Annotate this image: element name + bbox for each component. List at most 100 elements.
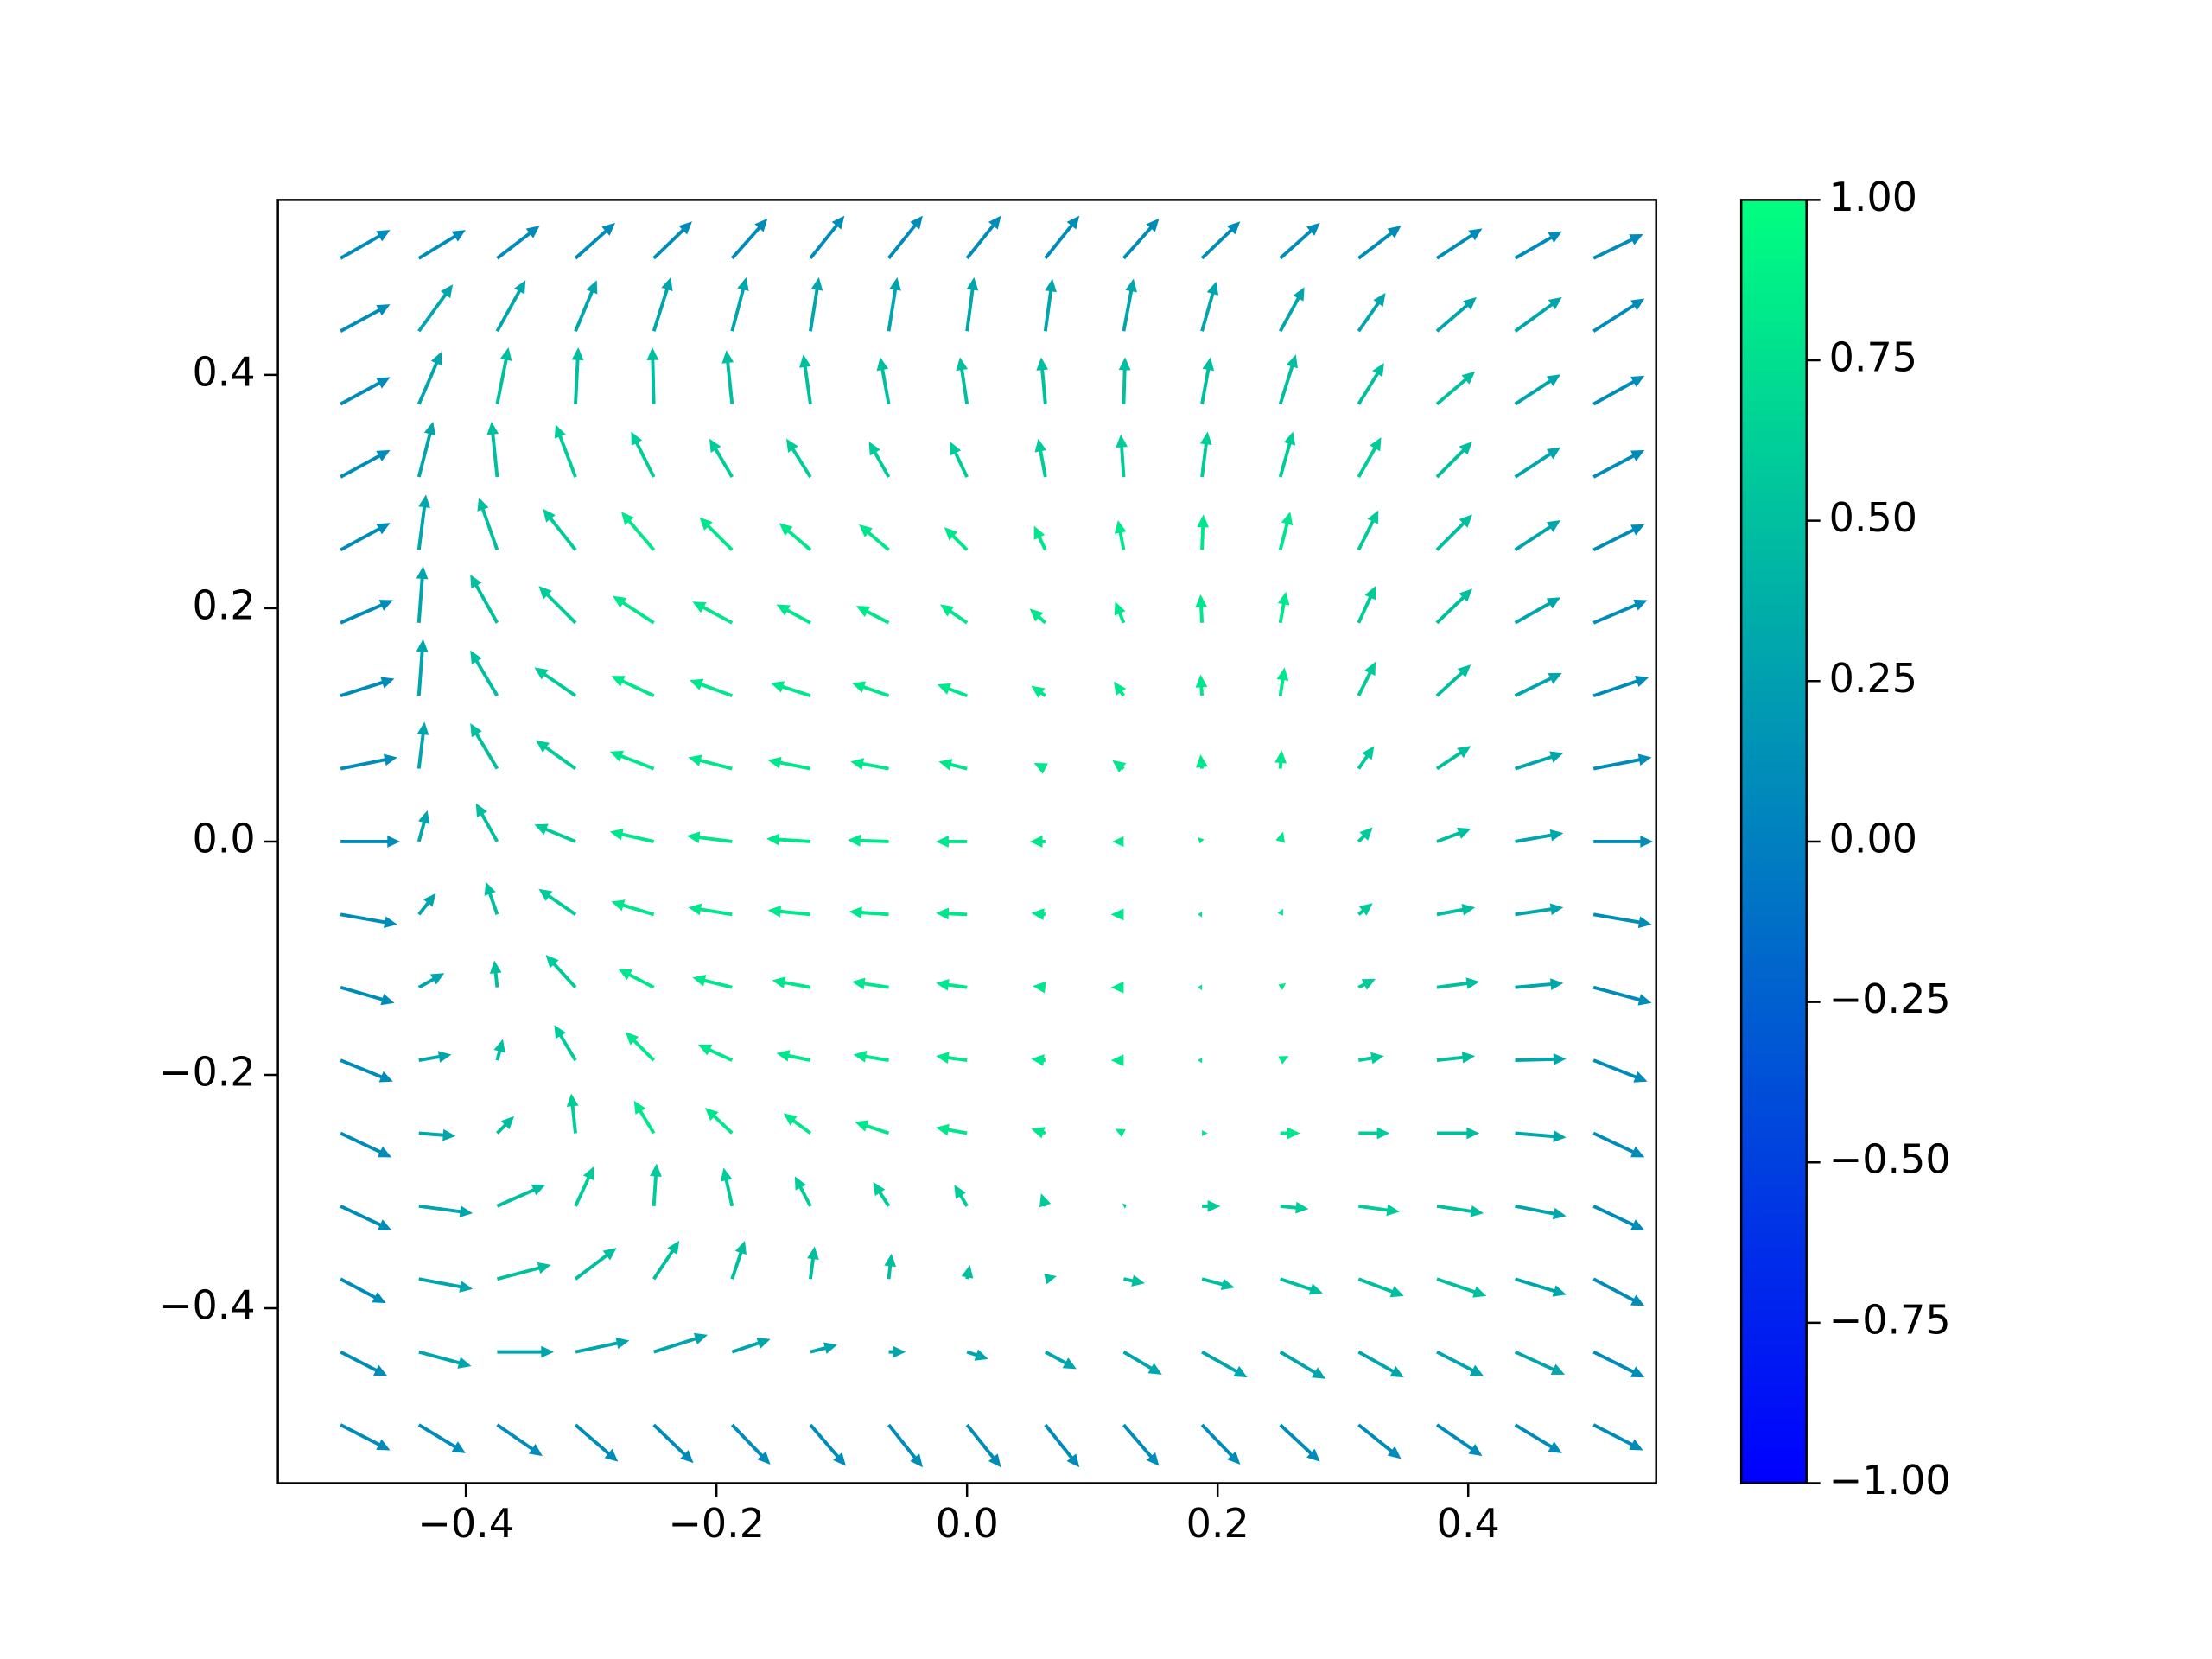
arrow [650, 1163, 662, 1206]
arrow [936, 1052, 968, 1064]
arrow [699, 517, 734, 551]
arrow [1033, 981, 1046, 994]
arrow [1118, 357, 1131, 404]
arrow [965, 215, 1001, 260]
arrow [940, 604, 969, 625]
arrow [652, 221, 692, 260]
arrow [1515, 1204, 1567, 1220]
arrow [770, 681, 811, 698]
arrow [496, 1116, 515, 1135]
arrow [574, 1423, 619, 1462]
arrow [1198, 911, 1203, 918]
x-tick-label: 0.0 [936, 1500, 999, 1547]
arrow [497, 1345, 555, 1358]
arrow [340, 1423, 391, 1451]
arrow [571, 347, 584, 404]
arrow [536, 740, 577, 771]
arrow [1436, 1051, 1476, 1064]
arrow [1122, 278, 1137, 332]
arrow [1435, 296, 1477, 333]
arrow [1122, 218, 1160, 260]
arrow [340, 1058, 393, 1083]
arrow [543, 508, 577, 551]
arrow [1435, 746, 1471, 771]
arrow [692, 601, 734, 625]
arrow [1515, 1277, 1567, 1297]
colorbar-tick-label: 0.75 [1829, 334, 1917, 381]
arrow [954, 1185, 969, 1207]
arrow [697, 1044, 734, 1062]
arrow [1436, 827, 1471, 843]
arrow [340, 377, 391, 406]
arrow [1201, 1277, 1235, 1291]
arrow [1031, 1054, 1046, 1066]
arrow [496, 1262, 551, 1281]
arrow [1514, 231, 1562, 260]
arrow [1275, 831, 1286, 843]
arrow [1357, 661, 1376, 697]
arrow [808, 276, 823, 332]
arrow [1514, 374, 1561, 406]
arrow [611, 676, 655, 697]
arrow [470, 723, 499, 770]
arrow [1592, 1277, 1645, 1306]
arrow [730, 276, 749, 332]
colorbar-tick-label: 0.25 [1829, 655, 1917, 702]
arrow [1278, 512, 1294, 550]
arrow [538, 888, 577, 916]
arrow [340, 304, 391, 333]
arrow [489, 960, 502, 988]
arrow [1435, 1423, 1483, 1457]
arrow [1514, 519, 1561, 552]
arrow [1122, 1203, 1127, 1209]
colorbar [1739, 199, 1808, 1484]
arrow [956, 357, 969, 404]
arrow [783, 1113, 812, 1135]
arrow [1436, 1127, 1480, 1140]
arrow [417, 893, 436, 916]
arrow [1592, 298, 1645, 333]
arrow [418, 1350, 472, 1369]
arrow [496, 226, 540, 260]
arrow [1514, 296, 1562, 333]
arrow [1435, 228, 1483, 260]
arrow [1436, 977, 1480, 989]
arrow [1435, 442, 1472, 479]
arrow [849, 906, 889, 918]
arrow [859, 524, 890, 551]
arrow [1357, 827, 1373, 843]
arrow [961, 1264, 974, 1280]
arrow [1122, 1423, 1160, 1466]
arrow [1277, 908, 1283, 916]
arrow [720, 1167, 734, 1207]
arrow [417, 973, 445, 989]
arrow [809, 215, 845, 260]
arrow [340, 677, 395, 698]
arrow [1280, 1201, 1309, 1214]
arrow [688, 754, 733, 771]
arrow [1436, 1204, 1484, 1217]
arrow [1514, 1423, 1562, 1453]
arrow [486, 422, 499, 478]
arrow [574, 222, 615, 260]
arrow [692, 975, 733, 989]
arrow [1200, 221, 1241, 260]
arrow [776, 604, 811, 625]
arrow [1278, 982, 1287, 990]
arrow [721, 350, 734, 404]
arrow [786, 438, 812, 479]
colorbar-tick-label: 1.00 [1829, 174, 1917, 220]
arrow [1358, 1204, 1400, 1217]
arrow [613, 595, 655, 625]
x-tick-label: −0.4 [417, 1500, 514, 1547]
arrow [1435, 371, 1476, 406]
arrow [340, 836, 401, 848]
arrow [1592, 599, 1648, 625]
arrow [1592, 1205, 1645, 1230]
arrow [807, 1246, 819, 1280]
arrow [1110, 981, 1124, 994]
arrow [534, 667, 577, 697]
arrow [340, 230, 391, 260]
arrow [620, 512, 656, 551]
